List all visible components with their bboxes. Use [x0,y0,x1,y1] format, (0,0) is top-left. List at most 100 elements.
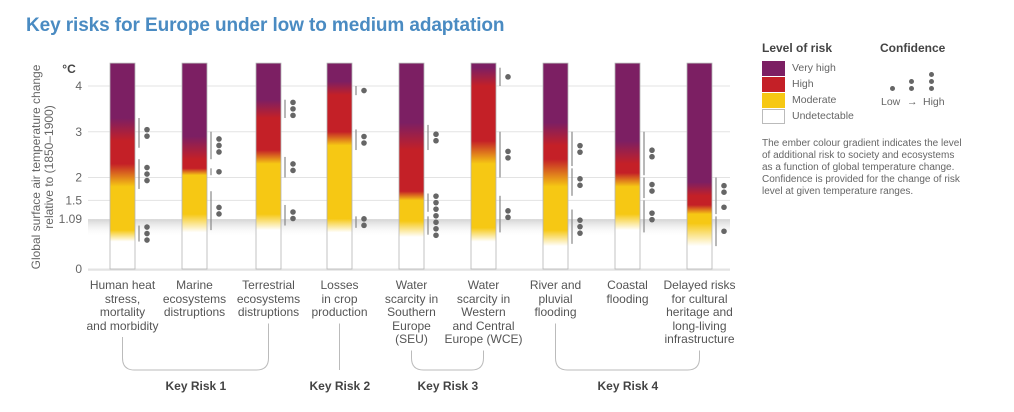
category-label: Human heat stress, mortality and morbidity [78,278,168,333]
category-label-line: mortality [99,305,146,319]
category-label: Delayed risks for cultural heritage and lon… [655,278,745,347]
high-label: High [792,78,814,90]
high-swatch [762,77,785,92]
legend-item-undetectable: Undetectable [762,109,962,124]
category-label-line: flooding [534,305,577,319]
confidence-dot [721,228,727,235]
confidence-marker [355,129,367,151]
category-label-line: Delayed risks [663,278,736,292]
confidence-marker [138,224,150,243]
confidence-dot [433,212,439,219]
confidence-dot [721,182,727,189]
key-risk-bracket [411,350,484,371]
undetectable-swatch [762,109,785,124]
category-label-line: Western [461,305,506,319]
legend-item-moderate: Moderate [762,93,962,108]
y-tick-label: 2 [75,171,82,185]
category-label: Marine ecosystems distruptions [150,278,240,320]
confidence-dot [505,214,511,221]
category-label-line: heritage and [666,305,733,319]
arrow-right-icon: → [907,96,918,108]
confidence-marker [427,124,439,151]
confidence-dot [144,177,150,184]
category-label-line: Marine [176,278,213,292]
ember-bar [398,62,425,270]
category-label-line: and Central [452,318,515,333]
confidence-dot [433,137,439,144]
category-label-line: (SEU) [395,332,428,346]
confidence-dot [649,188,655,194]
category-label: River and pluvial flooding [511,278,601,320]
confidence-dot [144,237,150,243]
confidence-dot [433,232,439,239]
category-label-line: ecosystems [162,291,227,306]
confidence-dot [649,216,655,223]
very-high-label: Very high [792,62,836,74]
key-risk-bracket [555,323,700,371]
confidence-dot [433,131,439,138]
confidence-dot [649,181,655,188]
category-label-line: Southern [387,305,436,319]
category-label: Water scarcity in Western and Central Europe… [439,278,529,347]
confidence-dot [361,140,367,146]
confidence-dot [290,106,296,112]
category-label-line: flooding [606,291,649,306]
confidence-dot [433,206,439,212]
confidence-marker [643,177,655,199]
category-label-line: River and [529,278,582,292]
key-risk-label: Key Risk 4 [597,379,659,393]
confidence-marker [715,177,727,201]
confidence-marker [643,200,655,233]
confidence-low-label: Low [881,96,901,108]
confidence-marker [210,168,222,176]
confidence-dot [290,99,296,106]
confidence-dot [290,215,296,222]
very-high-swatch [762,61,785,76]
moderate-swatch [762,93,785,108]
confidence-dot [649,210,655,216]
ember-bar [255,62,282,270]
category-label-line: scarcity in [384,291,439,306]
category-label-line: Human heat [89,278,156,292]
category-label-line: Water [395,278,428,292]
ember-bar [686,62,713,270]
confidence-dot [433,219,439,226]
ember-bar [614,62,641,270]
confidence-dot [144,133,150,139]
y-axis-label-line2: relative to (1850–1900) [42,105,56,228]
category-label: Water scarcity in Southern Europe (SEU) [367,278,457,347]
y-tick-label: 3 [75,125,82,139]
y-tick-label: 4 [75,79,82,93]
ember-bar [109,62,136,270]
confidence-marker [571,168,583,196]
category-label-line: stress, [104,291,141,306]
confidence-dot [577,142,583,149]
moderate-label: Moderate [792,94,837,106]
confidence-dot [649,153,655,160]
confidence-dot [144,224,150,230]
category-label-line: distruptions [163,305,226,319]
legend-description: The ember colour gradient indicates the … [762,138,962,197]
confidence-marker [284,156,296,178]
confidence-marker [643,131,655,176]
ember-bar [542,62,569,270]
undetectable-label: Undetectable [792,110,854,122]
confidence-dot [721,204,727,211]
confidence-marker [355,86,367,96]
category-label-line: pluvial [538,291,573,306]
confidence-markers [138,67,727,247]
y-tick-label: 1.5 [65,193,82,207]
category-label-line: Water [467,278,500,292]
confidence-dot [361,222,367,229]
category-label-line: Terrestrial [242,278,295,292]
confidence-dot [361,133,367,140]
category-label-line: for cultural [671,291,728,306]
category-label-line: ecosystems [236,291,301,306]
confidence-dot [577,182,583,189]
confidence-marker [715,200,727,215]
y-tick-label: 0 [75,262,82,276]
confidence-dot [577,149,583,155]
confidence-dot [721,189,727,195]
legend-item-very-high: Very high [762,61,962,76]
confidence-dot [144,126,150,133]
